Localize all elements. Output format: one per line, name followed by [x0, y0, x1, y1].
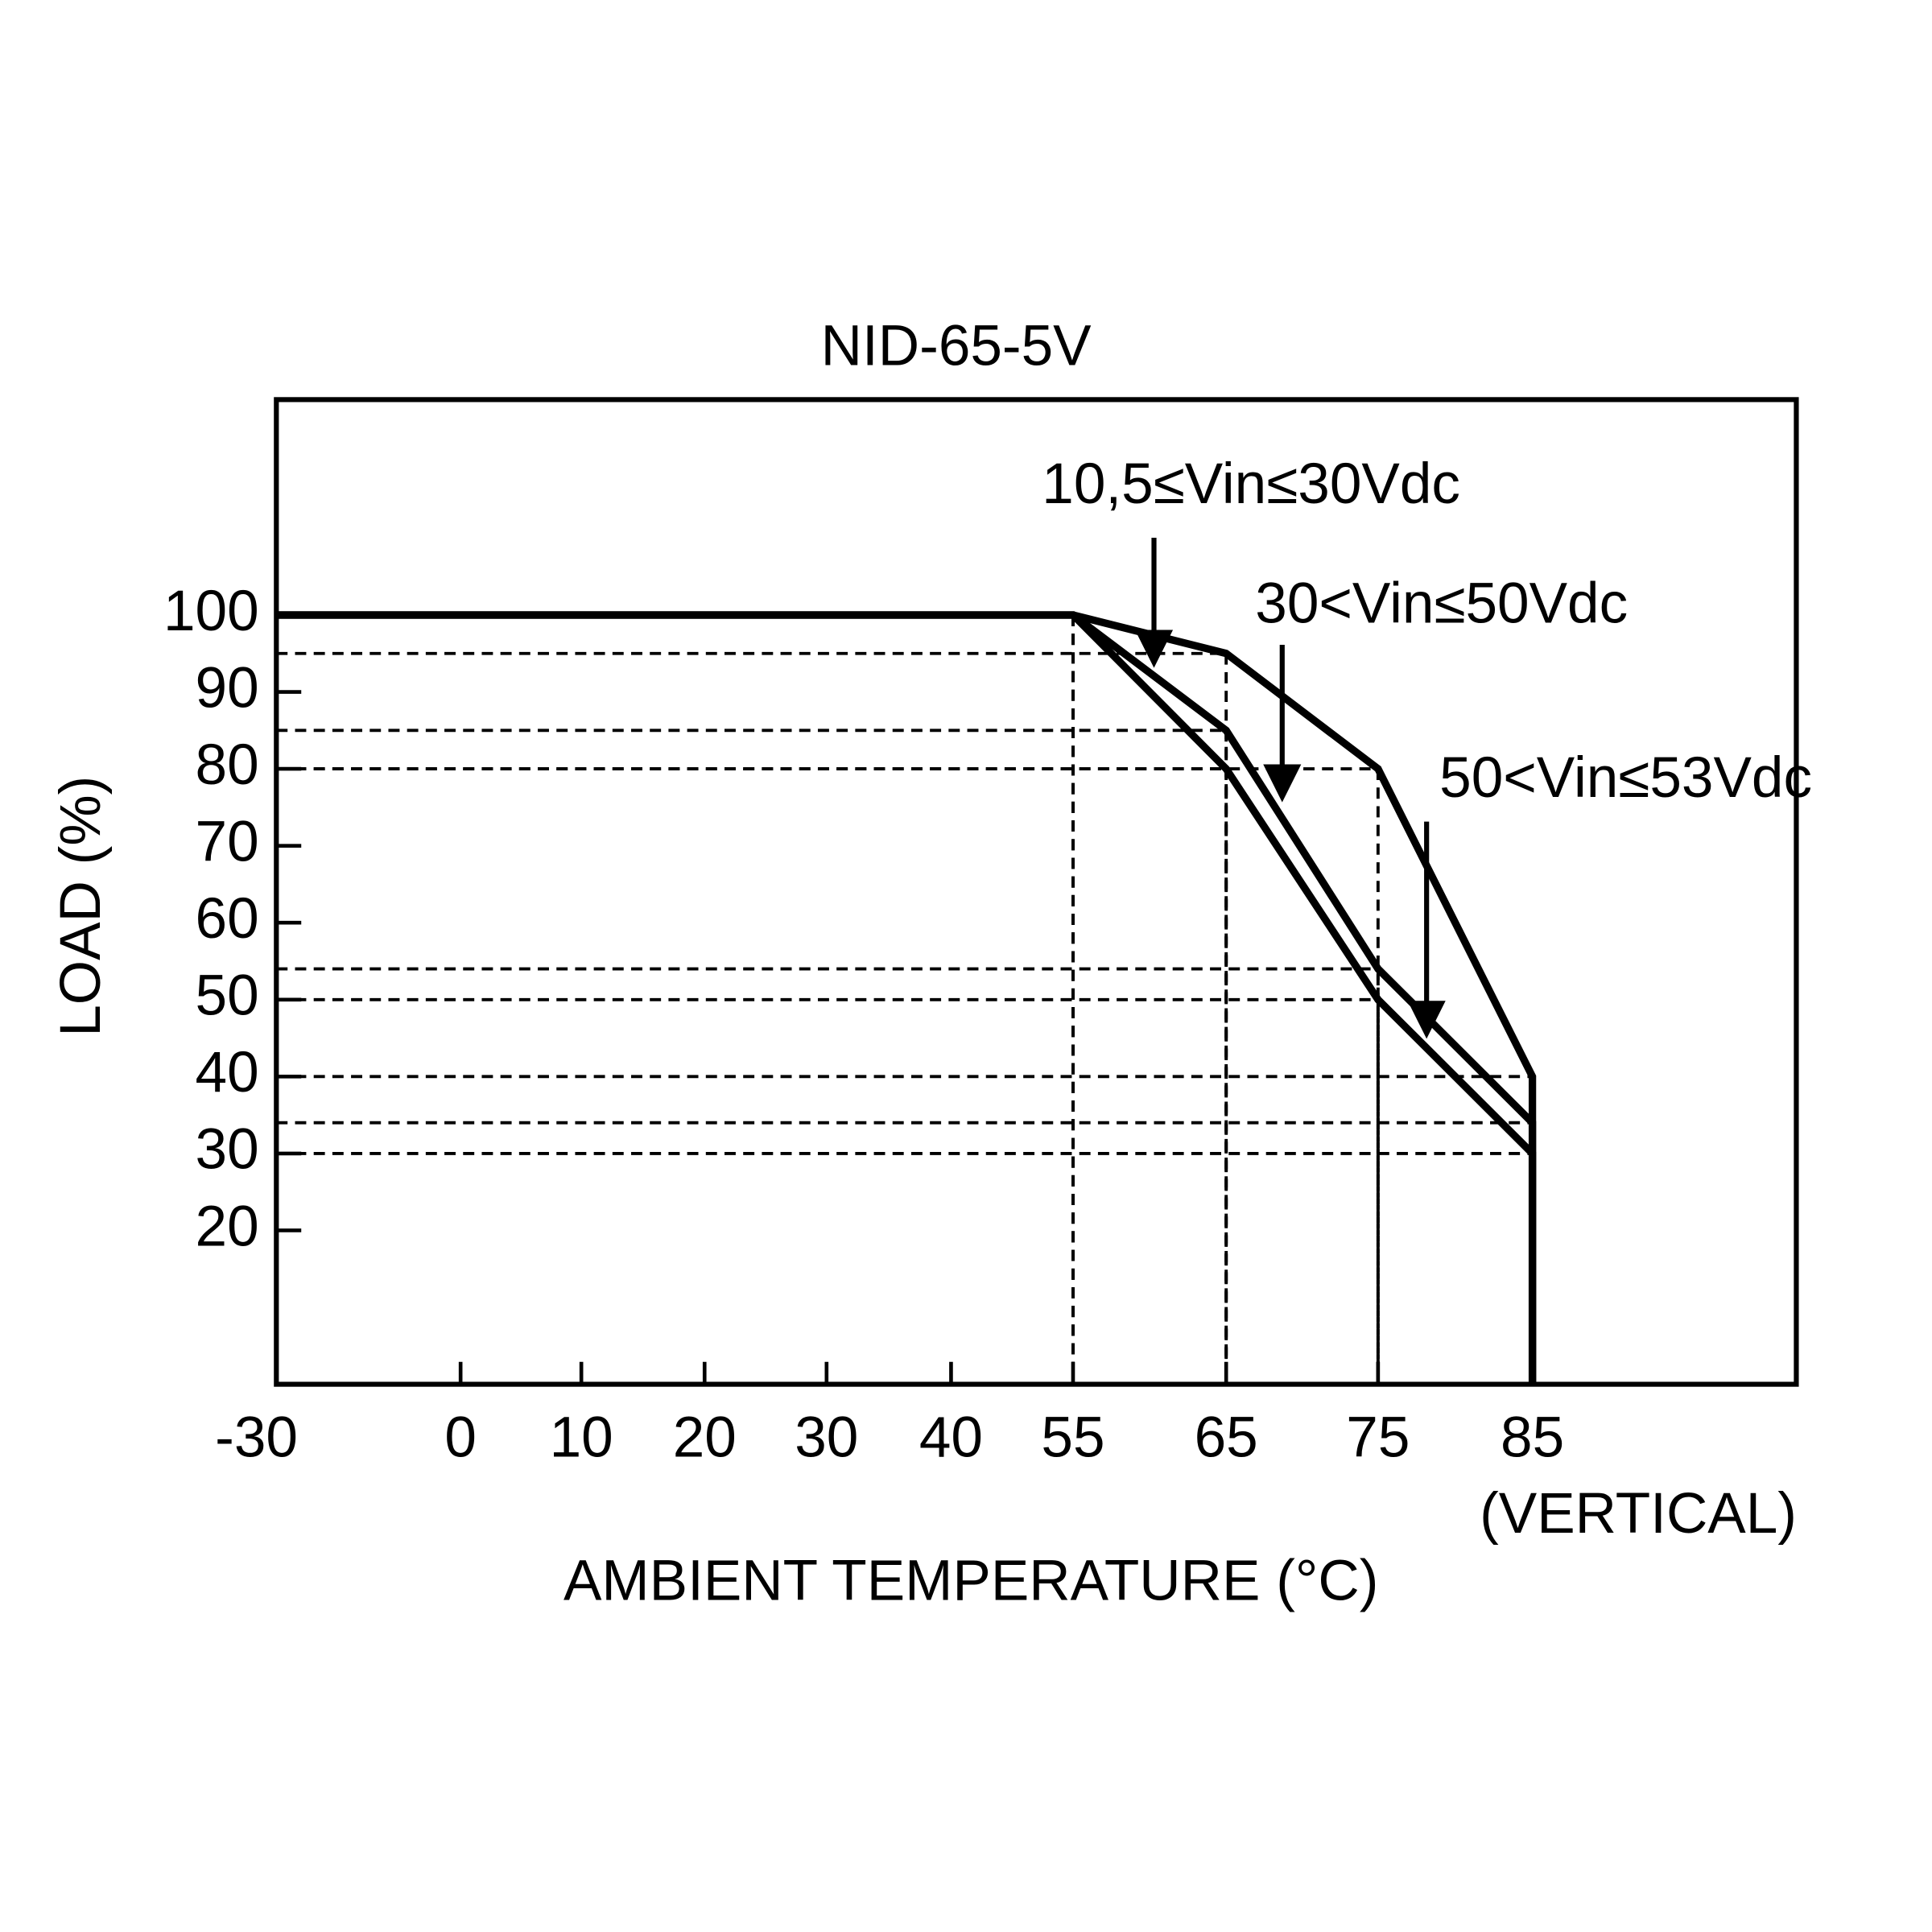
x-tick-label: 10 [550, 1406, 613, 1470]
series-label: 50<Vin≤53Vdc [1439, 746, 1812, 810]
y-tick-label: 50 [196, 964, 259, 1028]
y-tick-label: 100 [163, 580, 259, 643]
series-label: 10,5≤Vin≤30Vdc [1042, 452, 1460, 516]
x-tick-label: 0 [444, 1406, 477, 1470]
y-tick-label: 40 [196, 1041, 259, 1104]
series-label: 30<Vin≤50Vdc [1255, 572, 1628, 635]
x-axis-label: AMBIENT TEMPERATURE (°C) [564, 1549, 1378, 1612]
arrow-head [1263, 764, 1302, 803]
chart-title: NID-65-5V [821, 314, 1092, 378]
y-tick-label: 70 [196, 810, 259, 873]
plot-frame [274, 397, 1799, 1387]
y-tick-label: 90 [196, 656, 259, 720]
y-tick-label: 60 [196, 887, 259, 951]
y-tick-label: 80 [196, 733, 259, 797]
x-tick-label: 75 [1346, 1406, 1410, 1470]
x-tick-label: 20 [673, 1406, 737, 1470]
x-tick-label: -30 [215, 1406, 298, 1470]
x-tick-label: 55 [1041, 1406, 1104, 1470]
y-tick-label: 20 [196, 1195, 259, 1258]
x-tick-label: 30 [795, 1406, 858, 1470]
data-line [276, 611, 1537, 1385]
y-tick-label: 30 [196, 1118, 259, 1182]
y-axis-label: LOAD (%) [49, 776, 113, 1037]
x-tick-label: 40 [919, 1406, 983, 1470]
annotation: (VERTICAL) [1480, 1482, 1797, 1546]
x-tick-label: 85 [1501, 1406, 1564, 1470]
x-tick-label: 65 [1195, 1406, 1258, 1470]
